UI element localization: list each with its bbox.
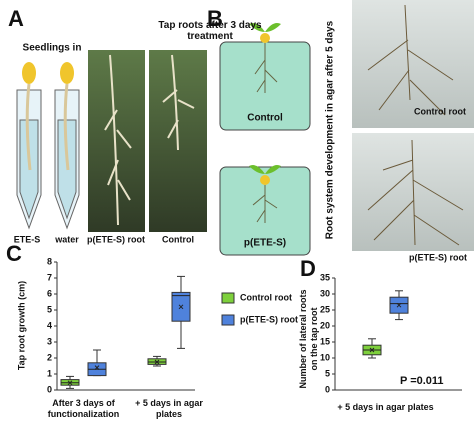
- y-tick-label: 4: [47, 320, 52, 330]
- legend-swatch: [221, 314, 235, 326]
- y-tick-label: 5: [325, 368, 330, 378]
- seed: [22, 62, 74, 171]
- mean-marker: [369, 347, 375, 353]
- y-tick-label: 30: [320, 288, 330, 298]
- root-drawing: [104, 54, 195, 226]
- tube-label: water: [54, 234, 79, 244]
- y-tick-label: 0: [325, 384, 330, 394]
- annotation: P =0.011: [400, 375, 444, 387]
- photo-label: Control: [162, 234, 194, 244]
- seedling: [249, 23, 281, 223]
- x-tick-label: + 5 days in agar plates: [135, 398, 203, 419]
- y-tick-label: 10: [320, 352, 330, 362]
- tube-title: Seedlings in: [23, 43, 82, 54]
- photo-label: Control root: [414, 106, 466, 116]
- panel-letter: C: [6, 241, 22, 266]
- mean-marker: [67, 380, 73, 386]
- mean-marker: [154, 359, 160, 365]
- y-tick-label: 25: [320, 304, 330, 314]
- photo-label: p(ETE-S) root: [87, 234, 145, 244]
- y-tick-label: 7: [47, 272, 52, 282]
- mean-marker: [94, 365, 100, 370]
- photo: [352, 0, 474, 128]
- photo-label: p(ETE-S) root: [409, 252, 467, 262]
- y-tick-label: 15: [320, 336, 330, 346]
- photos-title: Tap roots after 3 days treatment: [158, 20, 262, 42]
- tube-label: ETE-S: [14, 234, 41, 244]
- y-tick-label: 2: [47, 352, 52, 362]
- y-tick-label: 8: [47, 256, 52, 266]
- root-drawing: [367, 4, 464, 246]
- mean-marker: [178, 304, 184, 310]
- panel-letter: D: [300, 256, 316, 281]
- panel-letter: B: [207, 6, 223, 31]
- y-tick-label: 3: [47, 336, 52, 346]
- y-tick-label: 6: [47, 288, 52, 298]
- mean-marker: [396, 302, 402, 308]
- panel-letter: A: [8, 6, 24, 31]
- y-tick-label: 5: [47, 304, 52, 314]
- y-tick-label: 0: [47, 384, 52, 394]
- diagram-label: p(ETE-S): [244, 238, 286, 249]
- y-tick-label: 20: [320, 320, 330, 330]
- y-tick-label: 1: [47, 368, 52, 378]
- legend-label: Control root: [240, 292, 292, 302]
- x-tick-label: + 5 days in agar plates: [337, 402, 434, 412]
- y-tick-label: 35: [320, 272, 330, 282]
- side-title: Root system development in agar after 5 …: [325, 20, 336, 239]
- y-axis-label: Tap root growth (cm): [16, 280, 27, 371]
- x-tick-label: After 3 days of functionalization: [47, 398, 120, 419]
- legend-swatch: [221, 292, 235, 304]
- y-axis-label: Number of lateral roots on the tap root: [298, 289, 319, 389]
- diagram-label: Control: [247, 113, 283, 124]
- legend-label: p(ETE-S) root: [240, 314, 298, 324]
